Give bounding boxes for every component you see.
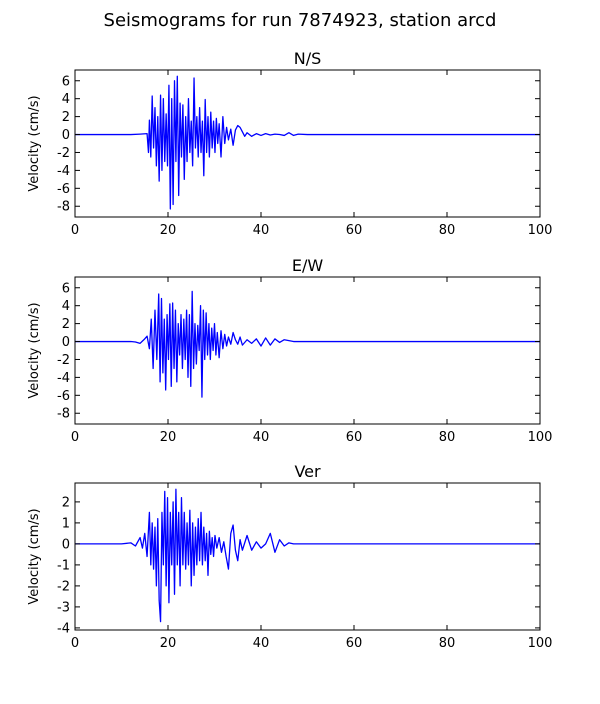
y-tick-label: -6 <box>57 389 70 404</box>
y-tick-label: -8 <box>57 200 70 215</box>
subplot-2: Ver Velocity (cm/s) 0 20 40 60 80 100 -4 -3 -2 -1 0 1… <box>27 462 552 651</box>
x-tick-label: 40 <box>253 636 270 651</box>
y-tick-label: 4 <box>62 299 70 314</box>
subplot-1: E/W Velocity (cm/s) 0 20 40 60 80 100 -8 -6 -4 -2 0 2… <box>27 256 552 445</box>
x-tick-label: 20 <box>160 223 177 238</box>
y-tick-label: -4 <box>57 621 70 636</box>
seismogram-trace <box>75 290 540 398</box>
y-tick-label: 6 <box>62 74 70 89</box>
y-tick-label: 6 <box>62 281 70 296</box>
x-tick-label: 40 <box>253 223 270 238</box>
seismogram-trace <box>75 488 540 623</box>
x-tick-label: 80 <box>439 223 456 238</box>
x-tick-label: 60 <box>346 430 363 445</box>
y-tick-label: -2 <box>57 579 70 594</box>
y-tick-label: 2 <box>62 495 70 510</box>
y-tick-label: -8 <box>57 407 70 422</box>
x-tick-label: 100 <box>528 636 553 651</box>
x-tick-label: 0 <box>71 430 79 445</box>
x-tick-label: 80 <box>439 636 456 651</box>
x-tick-label: 60 <box>346 223 363 238</box>
subplot-title: E/W <box>292 256 324 275</box>
y-tick-label: -4 <box>57 371 70 386</box>
x-tick-label: 80 <box>439 430 456 445</box>
subplot-0: N/S Velocity (cm/s) 0 20 40 60 80 100 -8 -6 -4 -2 0 2… <box>27 49 552 238</box>
y-tick-label: -3 <box>57 600 70 615</box>
x-tick-label: 0 <box>71 223 79 238</box>
x-tick-label: 60 <box>346 636 363 651</box>
y-tick-label: 0 <box>62 335 70 350</box>
y-tick-label: 0 <box>62 128 70 143</box>
y-tick-label: 2 <box>62 317 70 332</box>
x-tick-label: 100 <box>528 430 553 445</box>
axes-frame <box>74 276 541 425</box>
x-tick-label: 20 <box>160 636 177 651</box>
y-tick-label: 4 <box>62 92 70 107</box>
x-tick-label: 20 <box>160 430 177 445</box>
axes-frame <box>74 69 541 218</box>
y-axis-label: Velocity (cm/s) <box>27 95 42 191</box>
y-tick-label: -2 <box>57 146 70 161</box>
axes-frame <box>74 482 541 631</box>
figure-suptitle: Seismograms for run 7874923, station arc… <box>103 10 497 31</box>
seismogram-trace <box>75 75 540 210</box>
y-tick-label: -1 <box>57 558 70 573</box>
y-tick-label: 2 <box>62 110 70 125</box>
y-tick-label: 0 <box>62 537 70 552</box>
x-tick-label: 0 <box>71 636 79 651</box>
subplot-title: Ver <box>294 462 321 481</box>
y-tick-label: 1 <box>62 516 70 531</box>
y-axis-label: Velocity (cm/s) <box>27 508 42 604</box>
y-tick-label: -2 <box>57 353 70 368</box>
y-tick-label: -4 <box>57 164 70 179</box>
y-axis-label: Velocity (cm/s) <box>27 302 42 398</box>
x-tick-label: 100 <box>528 223 553 238</box>
y-tick-label: -6 <box>57 182 70 197</box>
subplot-title: N/S <box>294 49 322 68</box>
x-tick-label: 40 <box>253 430 270 445</box>
